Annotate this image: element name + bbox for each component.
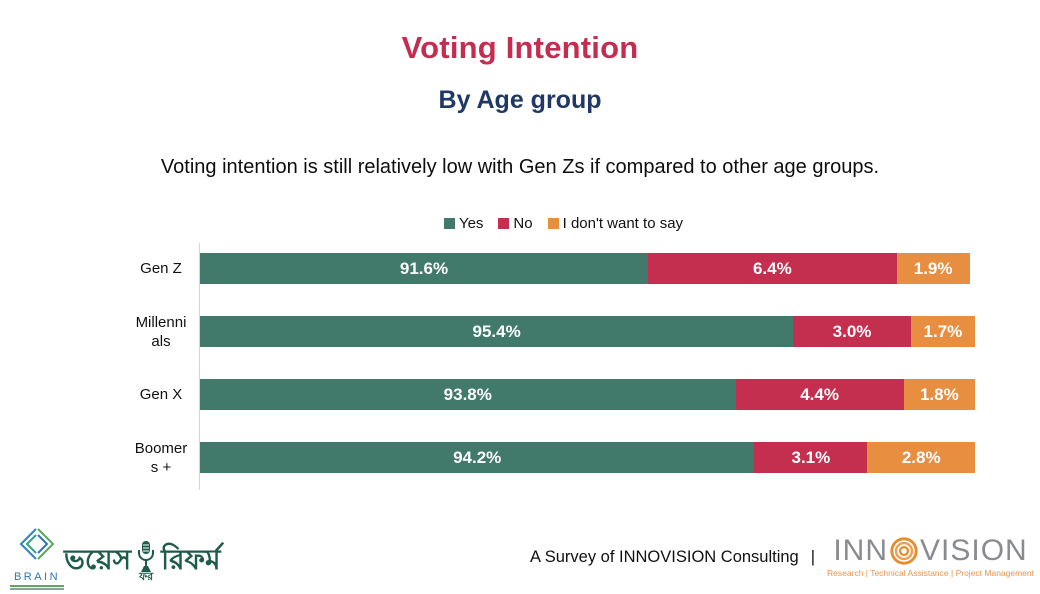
bar-segment: 2.8% bbox=[867, 442, 975, 473]
bar-value-label: 93.8% bbox=[443, 384, 492, 404]
innovision-logo-tagline: Research | Technical Assistance | Projec… bbox=[827, 568, 1034, 578]
category-label: Millennials bbox=[135, 313, 187, 350]
legend-swatch-icon bbox=[498, 218, 510, 229]
voice-for-reform-logo: ভয়েস ফর রিফর্ম bbox=[64, 537, 221, 583]
category-label: Gen X bbox=[139, 386, 183, 403]
bar-segment: 95.4% bbox=[200, 316, 794, 347]
bar-value-label: 3.1% bbox=[791, 447, 831, 467]
brain-logo-underline bbox=[10, 585, 64, 587]
bar-value-label: 91.6% bbox=[399, 258, 449, 278]
legend-item: No bbox=[498, 215, 533, 232]
microphone-icon bbox=[138, 541, 155, 572]
innovision-logo-part2: VISION bbox=[920, 534, 1028, 567]
bar-track: 91.6% 6.4% 1.9% bbox=[200, 253, 975, 284]
category-label: Boomers + bbox=[134, 439, 188, 476]
bar-track: 95.4% 3.0% 1.7% bbox=[200, 316, 975, 347]
bar-value-label: 4.4% bbox=[800, 384, 839, 404]
brain-logo-caption-line bbox=[10, 588, 64, 590]
voice-logo-word-mid: ফর bbox=[139, 571, 154, 583]
brain-logo-icon bbox=[19, 528, 55, 560]
bar-segment: 91.6% bbox=[200, 253, 648, 284]
brain-logo: BRAIN bbox=[10, 527, 64, 590]
bar-segment: 1.7% bbox=[910, 316, 975, 347]
voice-logo-word-right: রিফর্ম bbox=[161, 544, 221, 575]
bar-track: 94.2% 3.1% 2.8% bbox=[200, 442, 975, 473]
legend-label: Yes bbox=[458, 215, 484, 232]
bar-segment: 93.8% bbox=[200, 379, 736, 410]
legend-item: I don't want to say bbox=[547, 215, 684, 232]
legend-swatch-icon bbox=[443, 218, 455, 229]
bar-value-label: 6.4% bbox=[752, 258, 792, 278]
bar-value-label: 2.8% bbox=[901, 447, 941, 467]
bar-segment: 6.4% bbox=[647, 253, 897, 284]
brain-logo-text: BRAIN bbox=[13, 571, 61, 583]
survey-credit-text: A Survey of INNOVISION Consulting bbox=[530, 547, 799, 566]
bar-track: 93.8% 4.4% 1.8% bbox=[200, 379, 975, 410]
bar-row: Gen X 93.8% 4.4% 1.8% bbox=[0, 379, 1000, 410]
innovision-o-icon bbox=[890, 537, 918, 565]
bar-row: Millennials 95.4% 3.0% 1.7% bbox=[0, 314, 1000, 350]
bar-value-label: 95.4% bbox=[472, 321, 521, 341]
footer-separator: | bbox=[810, 547, 816, 566]
innovision-logo-part1: INN bbox=[833, 534, 888, 567]
y-axis-line bbox=[199, 243, 200, 490]
page-subtitle: By Age group bbox=[438, 86, 602, 114]
page-title: Voting Intention bbox=[401, 30, 639, 65]
bar-value-label: 3.0% bbox=[832, 321, 872, 341]
legend-swatch-icon bbox=[547, 218, 559, 229]
stacked-bar-chart: Gen Z 91.6% 6.4% 1.9% Millennials 95.4% 3.0% 1.… bbox=[0, 253, 1000, 505]
category-label: Gen Z bbox=[140, 260, 182, 277]
legend-item: Yes bbox=[443, 215, 484, 232]
bar-value-label: 1.8% bbox=[919, 384, 959, 404]
bar-row: Boomers + 94.2% 3.1% 2.8% bbox=[0, 440, 1000, 476]
bar-value-label: 94.2% bbox=[453, 447, 502, 467]
bar-segment: 3.0% bbox=[793, 316, 911, 347]
bar-segment: 4.4% bbox=[735, 379, 904, 410]
footer-right: A Survey of INNOVISION Consulting | INN … bbox=[530, 534, 1034, 579]
legend-label: I don't want to say bbox=[562, 215, 684, 232]
bar-segment: 1.9% bbox=[896, 253, 970, 284]
bar-row: Gen Z 91.6% 6.4% 1.9% bbox=[0, 253, 1000, 284]
legend-label: No bbox=[513, 215, 533, 232]
voice-logo-word-left: ভয়েস bbox=[64, 544, 132, 575]
bar-value-label: 1.9% bbox=[913, 258, 953, 278]
chart-caption: Voting intention is still relatively low… bbox=[160, 156, 880, 178]
bar-segment: 94.2% bbox=[200, 442, 755, 473]
bar-segment: 1.8% bbox=[903, 379, 975, 410]
chart-legend: Yes No I don't want to say bbox=[176, 215, 951, 232]
innovision-logo: INN VISION Research | Technical Assistan… bbox=[827, 534, 1034, 579]
bar-segment: 3.1% bbox=[754, 442, 868, 473]
bar-value-label: 1.7% bbox=[923, 321, 963, 341]
